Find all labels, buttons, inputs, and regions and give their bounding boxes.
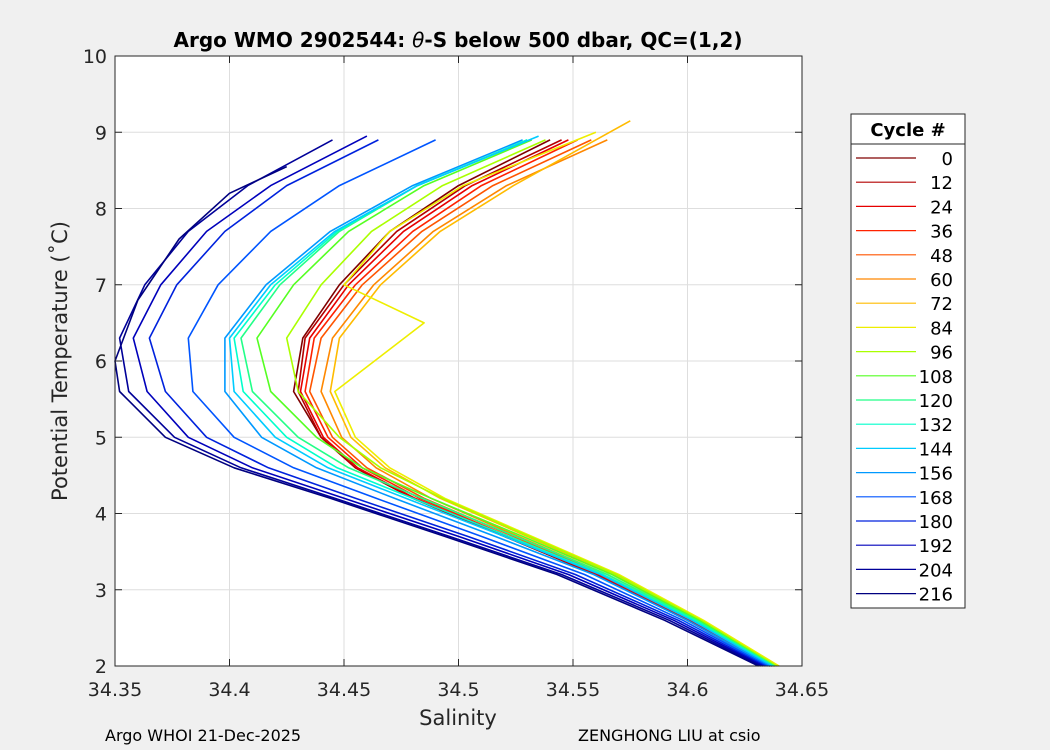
- legend-label-cycle-204: 204: [919, 560, 953, 581]
- y-tick-label: 5: [95, 427, 107, 449]
- series-line-cycle-132: [233, 139, 773, 667]
- x-axis-label: Salinity: [419, 706, 497, 730]
- x-tick-label: 34.4: [208, 679, 250, 701]
- y-tick-label: 3: [95, 580, 107, 602]
- legend-label-cycle-60: 60: [930, 270, 953, 291]
- legend-label-cycle-96: 96: [930, 343, 953, 364]
- legend-label-cycle-132: 132: [919, 415, 953, 436]
- legend-label-cycle-156: 156: [919, 464, 953, 485]
- y-tick-label: 6: [95, 351, 107, 373]
- title-suffix: -S below 500 dbar, QC=(1,2): [424, 28, 742, 52]
- legend-label-cycle-84: 84: [930, 318, 953, 339]
- y-tick-label: 2: [95, 656, 107, 678]
- x-tick-label: 34.55: [546, 679, 600, 701]
- legend-label-cycle-192: 192: [919, 536, 953, 557]
- legend-label-cycle-48: 48: [930, 246, 953, 267]
- x-tick-label: 34.5: [437, 679, 479, 701]
- legend-title: Cycle #: [870, 120, 945, 141]
- legend-label-cycle-168: 168: [919, 488, 953, 509]
- legend-label-cycle-24: 24: [930, 197, 953, 218]
- y-axis-label: Potential Temperature (˚C): [48, 221, 72, 501]
- y-tick-label: 9: [95, 122, 107, 144]
- legend-label-cycle-144: 144: [919, 439, 953, 460]
- title-theta-symbol: θ: [412, 28, 424, 52]
- title-prefix: Argo WMO 2902544:: [174, 28, 413, 52]
- y-tick-label: 7: [95, 275, 107, 297]
- x-tick-label: 34.35: [88, 679, 142, 701]
- series-line-cycle-144: [228, 135, 773, 667]
- y-tick-label: 8: [95, 199, 107, 221]
- legend-box: [850, 113, 966, 609]
- y-tick-label: 10: [83, 46, 107, 68]
- legend-entries: 0 12 24 36 48 60 72 84 96 108 120 132 144 156 168 180 19…: [856, 149, 953, 606]
- footer-left: Argo WHOI 21-Dec-2025: [105, 726, 301, 745]
- series-layer: [114, 120, 780, 667]
- chart-title: Argo WMO 2902544: θ-S below 500 dbar, QC…: [174, 28, 743, 52]
- axis-ticks: 34.35 34.4 34.45 34.5 34.55 34.6 34.65 2 3 4 5 6 7 8 9…: [83, 46, 829, 701]
- series-line-cycle-108: [256, 139, 775, 667]
- y-tick-label: 4: [95, 504, 107, 526]
- footer-right: ZENGHONG LIU at csio: [578, 726, 760, 745]
- legend-label-cycle-36: 36: [930, 222, 953, 243]
- series-line-cycle-96: [285, 139, 778, 667]
- legend-label-cycle-108: 108: [919, 367, 953, 388]
- legend-label-cycle-180: 180: [919, 512, 953, 533]
- legend-label-cycle-72: 72: [930, 294, 953, 315]
- series-line-cycle-72: [329, 120, 778, 667]
- series-line-cycle-216: [114, 165, 759, 667]
- x-tick-label: 34.6: [666, 679, 708, 701]
- legend-label-cycle-12: 12: [930, 173, 953, 194]
- series-line-cycle-156: [224, 139, 771, 667]
- legend-label-cycle-216: 216: [919, 585, 953, 606]
- series-line-cycle-84: [333, 131, 780, 667]
- series-line-cycle-12: [297, 139, 771, 667]
- legend-label-cycle-120: 120: [919, 391, 953, 412]
- series-line-cycle-192: [132, 135, 764, 667]
- series-line-cycle-24: [299, 139, 773, 667]
- series-line-cycle-180: [148, 139, 766, 667]
- series-line-cycle-120: [240, 139, 775, 667]
- x-tick-label: 34.45: [317, 679, 371, 701]
- series-line-cycle-168: [187, 139, 768, 667]
- legend-label-cycle-0: 0: [942, 149, 953, 170]
- legend: Cycle # 0 12 24 36 48 60 72 84 96 108 120 132 144 156…: [850, 113, 966, 609]
- x-tick-label: 34.65: [775, 679, 829, 701]
